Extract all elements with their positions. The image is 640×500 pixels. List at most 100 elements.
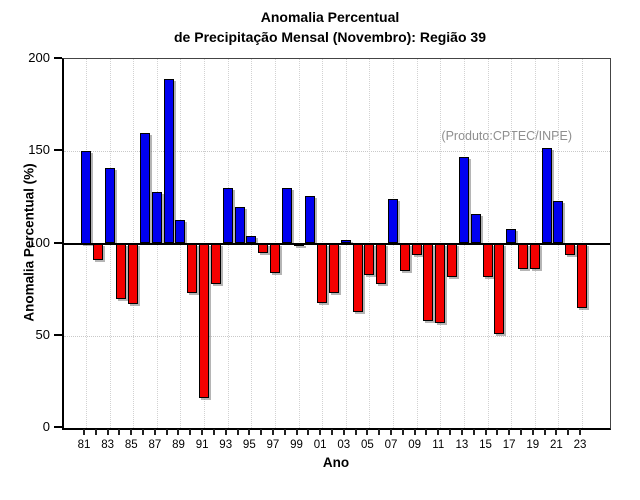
gridline-h-150 xyxy=(64,151,610,153)
bar-08 xyxy=(399,243,410,272)
x-tick-label-05: 05 xyxy=(361,439,374,451)
bar-91 xyxy=(199,243,210,399)
x-tick-08 xyxy=(401,429,404,435)
bar-90 xyxy=(187,243,198,294)
bar-15 xyxy=(482,243,493,277)
bar-09 xyxy=(411,243,422,255)
chart-title-line2: de Precipitação Mensal (Novembro): Regiã… xyxy=(174,29,486,45)
bar-88 xyxy=(163,79,174,244)
x-tick-07 xyxy=(390,429,393,435)
x-tick-label-23: 23 xyxy=(573,439,587,451)
x-tick-label-17: 17 xyxy=(502,439,516,451)
x-tick-14 xyxy=(472,429,475,435)
x-tick-21 xyxy=(555,429,558,435)
x-tick-06 xyxy=(378,429,381,435)
y-tick-0 xyxy=(54,426,62,428)
x-tick-label-87: 87 xyxy=(148,439,162,451)
bar-20 xyxy=(541,147,552,244)
x-tick-85 xyxy=(130,429,133,435)
bar-07 xyxy=(388,199,399,244)
x-tick-10 xyxy=(425,429,428,435)
x-tick-label-99: 99 xyxy=(290,439,303,451)
bar-23 xyxy=(577,243,587,309)
gridline-h-50 xyxy=(64,335,610,337)
x-tick-01 xyxy=(319,429,322,435)
x-tick-03 xyxy=(342,429,345,435)
x-tick-84 xyxy=(118,429,121,435)
y-tick-label-50: 50 xyxy=(35,326,50,342)
bar-06 xyxy=(376,243,387,285)
x-tick-22 xyxy=(567,429,570,435)
x-tick-label-93: 93 xyxy=(219,439,233,451)
x-tick-81 xyxy=(83,429,85,435)
bar-85 xyxy=(128,243,139,305)
x-tick-86 xyxy=(142,429,145,435)
x-tick-05 xyxy=(366,429,369,435)
bar-19 xyxy=(529,243,540,270)
bar-97 xyxy=(269,243,280,274)
x-tick-label-89: 89 xyxy=(172,439,185,451)
x-tick-label-09: 09 xyxy=(408,439,422,451)
y-tick-150 xyxy=(54,149,62,152)
x-tick-96 xyxy=(260,429,263,435)
x-tick-04 xyxy=(354,429,357,435)
x-tick-label-01: 01 xyxy=(313,439,327,451)
bar-84 xyxy=(116,243,127,299)
x-tick-16 xyxy=(496,429,499,435)
bar-93 xyxy=(222,188,233,244)
x-tick-19 xyxy=(531,429,534,435)
y-tick-100 xyxy=(54,241,62,244)
bar-96 xyxy=(258,243,269,253)
bar-87 xyxy=(151,191,162,244)
x-tick-label-11: 11 xyxy=(432,439,445,451)
x-tick-label-13: 13 xyxy=(455,439,469,451)
chart-title-line1: Anomalia Percentual xyxy=(260,9,400,25)
x-tick-89 xyxy=(177,429,180,435)
y-tick-label-150: 150 xyxy=(28,142,50,158)
x-tick-20 xyxy=(543,429,546,435)
x-tick-90 xyxy=(189,429,192,435)
x-tick-94 xyxy=(236,429,239,435)
x-tick-18 xyxy=(519,429,522,435)
bar-02 xyxy=(329,243,339,294)
bar-81 xyxy=(81,151,91,244)
x-tick-92 xyxy=(212,429,215,435)
baseline-100 xyxy=(64,242,610,245)
x-tick-label-07: 07 xyxy=(384,439,398,451)
x-tick-82 xyxy=(94,429,97,435)
bar-11 xyxy=(435,243,446,323)
x-tick-label-81: 81 xyxy=(77,439,91,451)
x-tick-95 xyxy=(248,429,251,435)
x-tick-12 xyxy=(449,429,452,435)
bar-00 xyxy=(305,195,316,244)
x-tick-label-03: 03 xyxy=(337,439,351,451)
product-credit-label: (Produto:CPTEC/INPE) xyxy=(441,129,572,143)
x-tick-98 xyxy=(283,429,286,435)
bar-98 xyxy=(281,188,292,244)
x-tick-label-85: 85 xyxy=(124,439,138,451)
y-tick-label-100: 100 xyxy=(28,234,50,250)
y-tick-label-200: 200 xyxy=(28,50,50,65)
bar-12 xyxy=(447,243,458,277)
plot-area: (Produto:CPTEC/INPE) xyxy=(62,58,611,430)
x-tick-00 xyxy=(307,429,310,435)
x-tick-label-15: 15 xyxy=(479,439,492,451)
y-tick-label-0: 0 xyxy=(42,419,50,434)
y-tick-50 xyxy=(54,333,62,336)
bar-01 xyxy=(317,243,328,303)
x-tick-label-97: 97 xyxy=(266,439,280,451)
x-tick-17 xyxy=(508,429,511,435)
bar-10 xyxy=(423,243,434,321)
y-tick-200 xyxy=(54,57,62,59)
bar-17 xyxy=(506,228,517,244)
x-tick-99 xyxy=(295,429,298,435)
bar-82 xyxy=(92,243,103,261)
bar-22 xyxy=(565,243,576,255)
bar-05 xyxy=(364,243,375,275)
x-tick-label-19: 19 xyxy=(526,439,540,451)
bar-04 xyxy=(352,243,363,312)
bar-86 xyxy=(140,132,151,244)
x-tick-11 xyxy=(437,429,440,435)
x-tick-label-95: 95 xyxy=(242,439,256,451)
